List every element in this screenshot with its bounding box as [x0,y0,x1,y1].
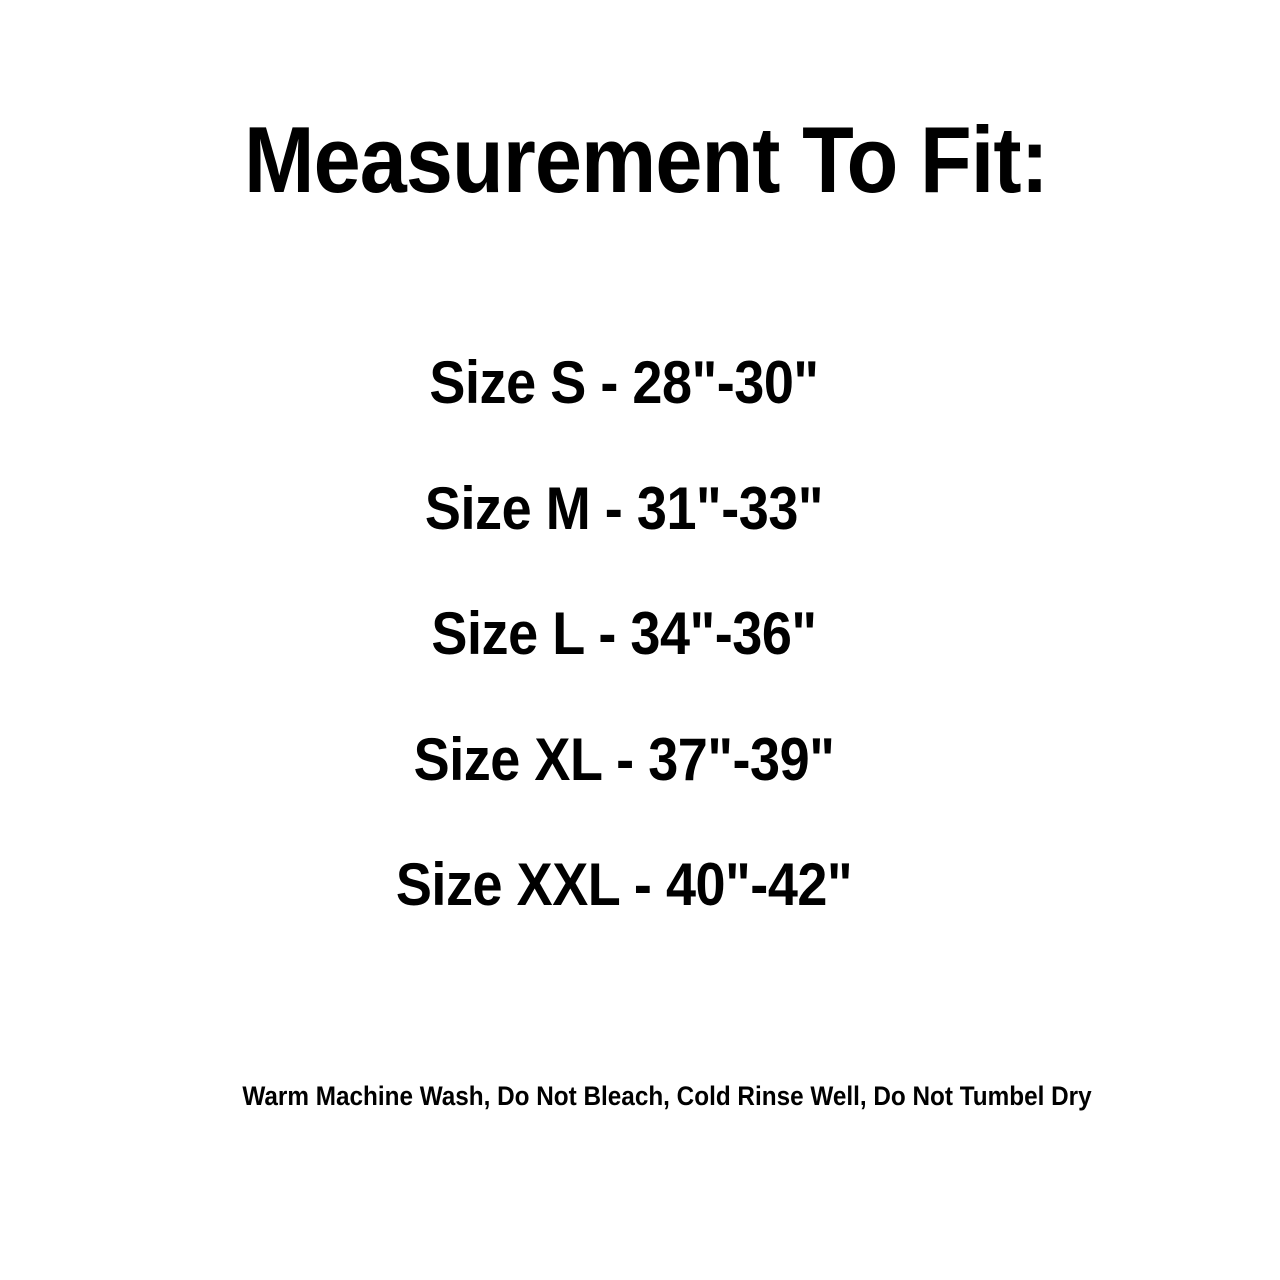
care-instructions: Warm Machine Wash, Do Not Bleach, Cold R… [242,1081,1092,1111]
page-title: Measurement To Fit: [244,107,1049,212]
size-row-xl: Size XL - 37"-39" [413,725,835,793]
size-row-xxl: Size XXL - 40"-42" [395,851,853,918]
size-row-l: Size L - 34"-36" [431,600,817,667]
size-list: Size S - 28"-30" Size M - 31"-33" Size L… [0,320,1264,948]
size-row-m: Size M - 31"-33" [424,474,824,542]
size-row-s: Size S - 28"-30" [429,349,819,416]
